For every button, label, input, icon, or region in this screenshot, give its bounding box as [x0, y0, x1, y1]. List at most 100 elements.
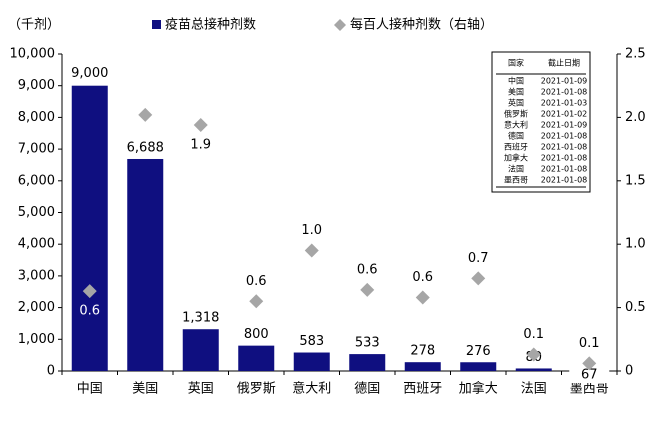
bar [182, 329, 219, 371]
x-tick-label: 英国 [188, 382, 214, 397]
diamond-marker [360, 282, 375, 297]
bar-label-bg [347, 335, 388, 352]
y2-tick-label: 1.5 [625, 173, 646, 188]
y-tick-label: 5,000 [18, 205, 55, 220]
point-label: 0.6 [357, 262, 378, 277]
table-cell: 2021-01-09 [541, 121, 588, 130]
x-tick-label: 中国 [77, 382, 103, 397]
y-tick-label: 0 [47, 364, 55, 379]
bar [238, 345, 275, 371]
x-tick-label: 法国 [521, 382, 547, 397]
bar [404, 362, 441, 371]
diamond-marker [304, 243, 319, 258]
x-tick-label: 俄罗斯 [237, 382, 276, 397]
legend-swatch [152, 20, 161, 29]
diamond-marker [193, 118, 208, 133]
point-label: 0.1 [523, 327, 544, 342]
table-cell: 2021-01-03 [541, 99, 588, 108]
diamond-marker [526, 347, 541, 362]
bar-label-bg [402, 343, 443, 360]
y-tick-label: 3,000 [18, 268, 55, 283]
bar-label-bg [569, 367, 610, 383]
unit-label: （千剂） [8, 18, 60, 33]
table-cell: 中国 [508, 76, 524, 86]
bar-label: 1,318 [182, 311, 219, 326]
x-tick-label: 德国 [354, 382, 380, 397]
diamond-marker [82, 284, 97, 299]
point-label: 0.6 [246, 274, 267, 289]
y-tick-label: 9,000 [18, 78, 55, 93]
y-tick-label: 7,000 [18, 142, 55, 157]
diamond-marker [138, 107, 153, 122]
point-label: 1.9 [190, 138, 211, 153]
y2-tick-label: 2.5 [625, 47, 646, 62]
diamond-marker [582, 356, 597, 371]
bar-label-bg [69, 65, 110, 82]
table-cell: 德国 [508, 131, 524, 141]
table-cell: 西班牙 [504, 142, 528, 152]
table-cell: 墨西哥 [504, 176, 528, 185]
x-tick-label: 墨西哥 [570, 382, 609, 397]
point-label: 0.6 [412, 270, 433, 285]
y-tick-label: 1,000 [18, 332, 55, 347]
legend-swatch [334, 19, 346, 31]
bar-label: 67 [581, 368, 598, 383]
bar-label: 583 [299, 334, 324, 349]
y2-tick-label: 0.5 [625, 300, 646, 315]
y2-tick-label: 0 [625, 364, 633, 379]
bar [515, 368, 552, 371]
table-cell: 英国 [508, 98, 524, 108]
y-tick-label: 2,000 [18, 300, 55, 315]
table-header: 国家 [508, 58, 524, 68]
bar-label: 6,688 [127, 140, 164, 155]
table-cell: 美国 [508, 87, 524, 97]
bar [293, 352, 330, 371]
legend-label: 疫苗总接种剂数 [165, 17, 256, 33]
y-tick-label: 6,000 [18, 173, 55, 188]
table-cell: 2021-01-08 [541, 154, 588, 163]
bar-label-bg [180, 310, 221, 327]
table-cell: 2021-01-08 [541, 176, 588, 185]
table-cell: 2021-01-08 [541, 143, 588, 152]
diamond-marker [249, 294, 264, 309]
y-tick-label: 4,000 [18, 237, 55, 252]
table-cell: 2021-01-09 [541, 77, 588, 86]
bar-label: 800 [244, 327, 269, 342]
point-label: 1.0 [301, 223, 322, 238]
x-tick-label: 意大利 [292, 381, 331, 397]
bar-label: 533 [355, 336, 380, 351]
bar-label-bg [236, 326, 277, 343]
diamond-marker [471, 271, 486, 286]
bar-label: 9,000 [71, 66, 108, 81]
y2-tick-label: 1.0 [625, 237, 646, 252]
date-table [491, 51, 591, 193]
bar-label-bg [458, 343, 499, 360]
table-cell: 2021-01-08 [541, 165, 588, 174]
y-tick-label: 8,000 [18, 110, 55, 125]
bar [460, 362, 497, 371]
table-cell: 意大利 [504, 120, 528, 130]
bar-label: 276 [466, 344, 491, 359]
bar [71, 85, 108, 371]
table-cell: 加拿大 [504, 153, 528, 163]
table-cell: 2021-01-08 [541, 132, 588, 141]
table-header: 截止日期 [548, 58, 580, 68]
y-tick-label: 10,000 [10, 47, 56, 62]
bar-label: 278 [410, 344, 435, 359]
x-tick-label: 西班牙 [403, 382, 442, 397]
bar [127, 158, 164, 371]
table-cell: 法国 [508, 164, 524, 174]
diamond-marker [415, 290, 430, 305]
y2-tick-label: 2.0 [625, 110, 646, 125]
legend-label: 每百人接种剂数（右轴） [350, 17, 493, 33]
point-label: 0.1 [579, 336, 600, 351]
bar-label-bg [291, 333, 332, 350]
bar-label-bg [125, 139, 166, 156]
x-tick-label: 加拿大 [459, 381, 498, 397]
table-cell: 俄罗斯 [504, 109, 528, 119]
point-label: 0.6 [79, 304, 100, 319]
bar [349, 354, 386, 371]
table-cell: 2021-01-08 [541, 88, 588, 97]
x-tick-label: 美国 [132, 382, 158, 397]
